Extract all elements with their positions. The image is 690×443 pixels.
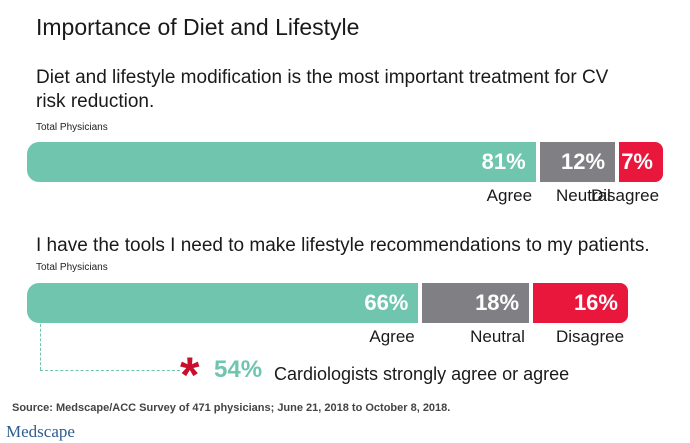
- bar-value-label: 16%: [573, 290, 618, 315]
- bar-value-label: 7%: [621, 149, 653, 174]
- category-label-neutral: Neutral: [556, 186, 611, 205]
- bar-value-label: 18%: [475, 290, 520, 315]
- question-1-bar: 81% Agree 12% Neutral 7% Disagree: [27, 142, 663, 205]
- category-label-agree: Agree: [369, 327, 415, 346]
- chart-title: Importance of Diet and Lifestyle: [36, 14, 360, 40]
- source-note: Source: Medscape/ACC Survey of 471 physi…: [12, 402, 451, 414]
- bar-value-label: 81%: [481, 149, 526, 174]
- annotation-connector-vertical: [40, 324, 41, 370]
- bar-value-label: 12%: [560, 149, 606, 174]
- question-1-title: Diet and lifestyle modification is the m…: [36, 67, 609, 112]
- category-label-neutral: Neutral: [470, 327, 525, 346]
- question-2-title: I have the tools I need to make lifestyl…: [36, 235, 650, 256]
- annotation-asterisk: *: [180, 347, 200, 403]
- annotation-value: 54%: [214, 356, 263, 383]
- question-1-subtitle: Total Physicians: [36, 122, 108, 133]
- annotation-connector-horizontal: [40, 370, 180, 371]
- question-2-bar: 66% Agree 18% Neutral 16% Disagree: [27, 283, 628, 346]
- bar-segment-agree: 81%: [27, 142, 536, 182]
- question-2-subtitle: Total Physicians: [36, 262, 108, 273]
- bar-value-label: 66%: [364, 290, 409, 315]
- category-label-disagree: Disagree: [556, 327, 625, 346]
- bar-segment-neutral: 18%: [422, 283, 530, 323]
- annotation-text: Cardiologists strongly agree or agree: [274, 364, 570, 384]
- bar-segment-agree: 66%: [27, 283, 419, 323]
- footer-bar: [0, 421, 690, 443]
- category-label-disagree: Disagree: [591, 186, 660, 205]
- bar-segment-disagree: 16%: [533, 283, 628, 323]
- category-label-agree: Agree: [486, 186, 533, 205]
- bar-segment-disagree: 7%: [619, 142, 663, 182]
- bar-segment-neutral: 12%: [539, 142, 616, 182]
- medscape-logo: Medscape: [6, 422, 75, 441]
